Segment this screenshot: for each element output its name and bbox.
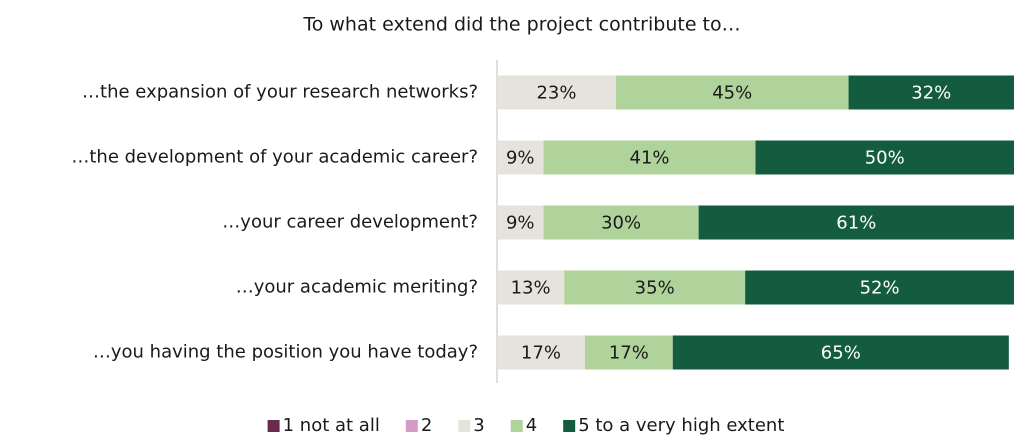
data-label: 17% [521,343,561,364]
bar-segment [497,140,544,175]
data-label: 41% [630,148,670,169]
data-label: 32% [911,83,951,104]
data-label: 13% [511,278,551,299]
data-label: 61% [836,213,876,234]
data-label: 17% [609,343,649,364]
legend-swatch [458,420,471,432]
y-tick-label: …the expansion of your research networks… [82,82,478,103]
chart-title: To what extend did the project contribut… [302,14,740,36]
data-label: 9% [506,213,535,234]
legend-label: 3 [473,415,484,436]
bar-segment [497,205,544,240]
bar-segment [848,75,1014,110]
data-label: 9% [506,148,535,169]
legend-label: 1 not at all [283,415,380,436]
data-label: 65% [821,343,861,364]
y-tick-label: …the development of your academic career… [71,147,478,168]
legend-swatch [510,420,523,432]
bar-segment [564,270,746,305]
bar-segment [497,335,585,370]
data-label: 30% [601,213,641,234]
data-label: 50% [865,148,905,169]
data-label: 52% [860,278,900,299]
y-tick-label: …your academic meriting? [236,277,478,298]
legend-swatch [405,420,418,432]
legend-swatch [267,420,280,432]
y-tick-label: …you having the position you have today? [93,342,478,363]
bar-segment [615,75,849,110]
data-label: 45% [712,83,752,104]
bar-segment [543,205,699,240]
bar-segment [672,335,1009,370]
data-label: 23% [536,83,576,104]
bar-segment [497,75,616,110]
bar-segment [745,270,1014,305]
data-label: 35% [635,278,675,299]
legend-label: 4 [526,415,537,436]
legend-label: 2 [421,415,432,436]
legend-swatch [563,420,576,432]
y-tick-label: …your career development? [222,212,478,233]
bar-segment [584,335,673,370]
bar-segment [755,140,1014,175]
bar-segment [497,270,565,305]
bar-segment [698,205,1014,240]
legend-label: 5 to a very high extent [578,415,784,436]
bar-segment [543,140,756,175]
